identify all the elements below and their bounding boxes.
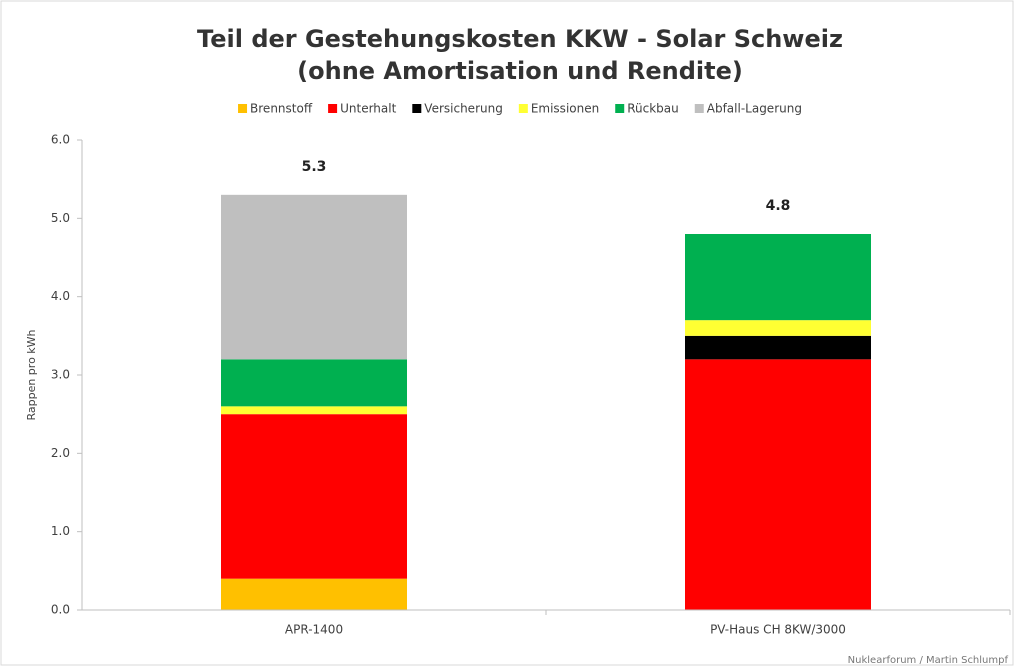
y-tick-label: 1.0	[51, 524, 70, 538]
bar-segment	[685, 320, 871, 336]
y-tick-label: 4.0	[51, 289, 70, 303]
y-tick-label: 5.0	[51, 211, 70, 225]
x-tick-label: PV-Haus CH 8KW/3000	[710, 623, 846, 637]
total-label: 4.8	[766, 198, 791, 214]
legend-label: Brennstoff	[250, 102, 313, 116]
bar-segment	[221, 578, 407, 610]
legend-swatch	[328, 104, 338, 113]
bar-segment	[221, 406, 407, 415]
bar-segment	[685, 234, 871, 321]
y-tick-label: 6.0	[51, 133, 70, 147]
legend-label: Versicherung	[424, 102, 503, 116]
y-tick-label: 0.0	[51, 603, 70, 617]
bar-segment	[221, 414, 407, 579]
legend-swatch	[238, 104, 248, 113]
chart-subtitle: (ohne Amortisation und Rendite)	[297, 57, 743, 85]
y-tick-label: 2.0	[51, 446, 70, 460]
legend-label: Rückbau	[627, 102, 679, 116]
bar-segment	[685, 359, 871, 610]
y-axis-label: Rappen pro kWh	[25, 329, 38, 420]
source-note: Nuklearforum / Martin Schlumpf	[848, 655, 1009, 666]
y-tick-label: 3.0	[51, 368, 70, 382]
legend-label: Unterhalt	[340, 102, 396, 116]
total-label: 5.3	[302, 159, 327, 175]
legend-swatch	[694, 104, 704, 113]
legend-swatch	[518, 104, 528, 113]
chart-title: Teil der Gestehungskosten KKW - Solar Sc…	[197, 25, 843, 53]
legend-swatch	[615, 104, 625, 113]
legend-swatch	[412, 104, 422, 113]
legend-label: Abfall-Lagerung	[707, 102, 802, 116]
bar-segment	[221, 194, 407, 360]
bar-segment	[685, 335, 871, 360]
x-tick-label: APR-1400	[285, 623, 343, 637]
legend-label: Emissionen	[531, 102, 599, 116]
bar-segment	[221, 359, 407, 407]
